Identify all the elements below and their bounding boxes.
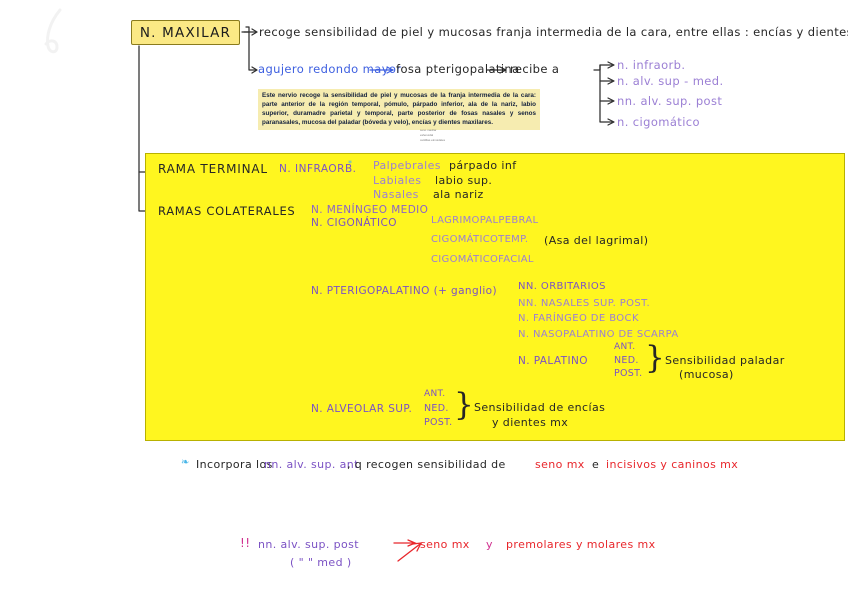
pterigopalatino-child-2: N. FARÍNGEO DE BOCK <box>518 313 639 324</box>
recibe-item-0: n. infraorb. <box>617 58 686 72</box>
rama-terminal-heading: RAMA TERMINAL <box>158 162 268 176</box>
alveolar-result-line1: Sensibilidad de encías <box>474 401 606 414</box>
note-tiny-line-1: esfenoidal <box>420 133 434 138</box>
pterigopalatino-child-3: N. NASOPALATINO DE SCARPA <box>518 329 679 340</box>
footnote-1-mid2: e <box>592 458 600 471</box>
alveolar-result-line2: y dientes mx <box>492 416 569 429</box>
footnote-1-mid: , q recogen sensibilidad de <box>347 458 506 471</box>
infraorb-asterisk: * <box>348 159 353 168</box>
pterigopalatino-child-0: NN. ORBITARIOS <box>518 281 606 292</box>
note-tiny-line-2: celdillas etmoidales <box>420 138 446 143</box>
recibe-item-3: n. cigomático <box>617 115 700 129</box>
footnote-1-red: seno mx <box>535 458 585 471</box>
recibe-item-1: n. alv. sup - med. <box>617 74 724 88</box>
node-n-maxilar-label: N. MAXILAR <box>139 24 232 41</box>
infraorb-branch-1-target: labio sup. <box>435 174 493 187</box>
alveolar-sub-0: ANT. <box>424 389 446 399</box>
footnote-2-red2: premolares y molares mx <box>506 538 656 551</box>
agujero-redondo-mayor: agujero redondo mayor <box>258 62 402 76</box>
footnote-1-red2: incisivos y caninos mx <box>606 458 739 471</box>
note-tiny-line-0: seno maxilar <box>420 128 437 132</box>
node-n-palatino[interactable]: N. PALATINO <box>518 355 588 367</box>
node-n-maxilar[interactable]: N. MAXILAR <box>131 20 240 45</box>
fosa-pterigopalatina: fosa pterigopalatina <box>396 62 520 76</box>
palatino-brace: } <box>645 340 665 376</box>
node-n-infraorb[interactable]: N. INFRAORB. <box>279 163 357 175</box>
infraorb-branch-1-name: Labiales <box>373 174 422 187</box>
footnote-2-conj: y <box>486 538 493 551</box>
cigomatico-child-1: CIGOMÁTICOTEMP. <box>431 234 529 245</box>
note-paragraph: Este nervio recoge la sensibilidad de pi… <box>258 89 540 130</box>
footnote-2-red: seno mx <box>420 538 470 551</box>
node-n-alveolar-sup[interactable]: N. ALVEOLAR SUP. <box>311 403 413 415</box>
cigomatico-child-2: CIGOMÁTICOFACIAL <box>431 254 534 265</box>
infraorb-branch-0-target: párpado inf <box>449 159 517 172</box>
footnote-1-highlight: nn. alv. sup. ant <box>264 458 359 471</box>
infraorb-branch-2-name: Nasales <box>373 188 419 201</box>
yellow-content-panel <box>145 153 845 441</box>
footnote-2-sub: ( " " med ) <box>290 556 352 569</box>
palatino-sub-0: ANT. <box>614 342 636 352</box>
footnote-2-bang: !! <box>240 536 251 550</box>
root-line1: recoge sensibilidad de piel y mucosas fr… <box>259 25 848 39</box>
palatino-result-line2: (mucosa) <box>679 368 734 381</box>
alveolar-sub-2: POST. <box>424 417 453 428</box>
node-n-meningeo-medio[interactable]: N. MENÍNGEO MEDIO <box>311 204 429 216</box>
note-tiny-lines: seno maxilar esfenoidal celdillas etmoid… <box>420 128 486 143</box>
pen-squiggle-mark <box>44 8 62 54</box>
recibe-item-2: nn. alv. sup. post <box>617 94 723 108</box>
recibe-a-label: recibe a <box>510 62 560 76</box>
alveolar-sub-1: NED. <box>424 403 449 414</box>
cigomatico-child-1-note: (Asa del lagrimal) <box>544 234 649 247</box>
footnote-2-subject: nn. alv. sup. post <box>258 538 360 551</box>
palatino-result-line1: Sensibilidad paladar <box>665 354 785 367</box>
node-n-cigomatico[interactable]: N. CIGONÁTICO <box>311 217 397 229</box>
footnote-1-pre: Incorpora los <box>196 458 273 471</box>
infraorb-branch-0-name: Palpebrales <box>373 159 441 172</box>
palatino-sub-1: NED. <box>614 355 639 366</box>
cigomatico-child-0: LAGRIMOPALPEBRAL <box>431 215 539 226</box>
ramas-colaterales-heading: RAMAS COLATERALES <box>158 204 296 218</box>
palatino-sub-2: POST. <box>614 368 643 379</box>
alveolar-brace: } <box>454 387 474 423</box>
pterigopalatino-child-1: NN. NASALES SUP. POST. <box>518 298 651 309</box>
node-n-pterigopalatino[interactable]: N. PTERIGOPALATINO (+ ganglio) <box>311 285 497 297</box>
footnote-1-bullet-icon: ❧ <box>181 457 190 468</box>
infraorb-branch-2-target: ala nariz <box>433 188 484 201</box>
